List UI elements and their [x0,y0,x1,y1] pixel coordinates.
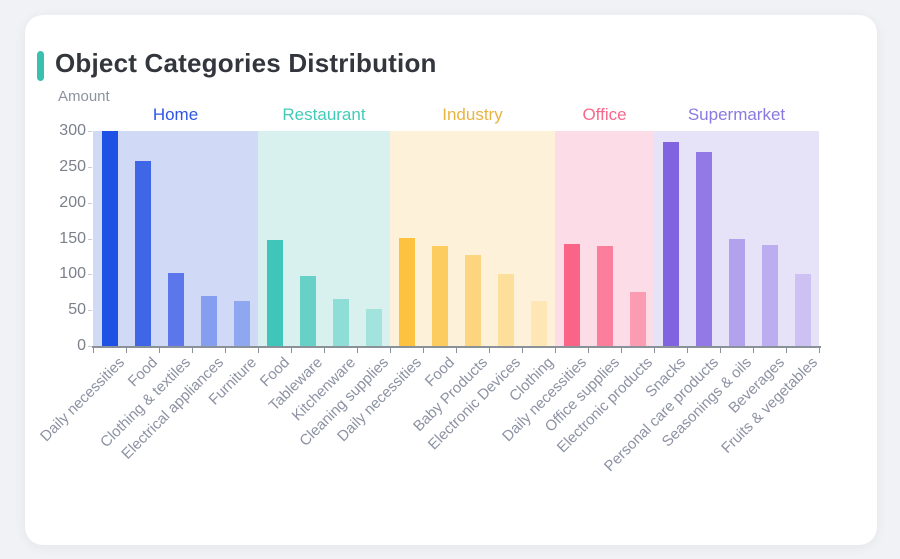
bar-home-food[interactable] [135,161,151,346]
bar-restaurant-tableware[interactable] [300,276,316,346]
x-axis-tick [654,348,655,353]
x-axis-tick [357,348,358,353]
y-tick-label-0: 0 [77,337,86,354]
x-axis-tick [588,348,589,353]
group-label-restaurant: Restaurant [282,105,366,124]
y-axis-title: Amount [58,88,110,105]
x-axis-tick [786,348,787,353]
x-axis-line [92,346,821,348]
y-axis-tick [88,203,92,204]
x-axis-tick [390,348,391,353]
y-tick-label-200: 200 [59,194,86,211]
title-accent-bar [37,51,44,81]
x-axis-tick [522,348,523,353]
y-axis-tick [88,346,92,347]
bar-supermarket-personal-care-products[interactable] [696,152,712,346]
x-axis-tick [819,348,820,353]
group-label-industry: Industry [442,105,503,124]
page-title: Object Categories Distribution [55,48,437,78]
bar-home-daily-necessities[interactable] [102,131,118,346]
x-axis-tick [489,348,490,353]
x-axis-tick [423,348,424,353]
x-axis-tick [291,348,292,353]
x-axis-tick [753,348,754,353]
bar-home-clothing-textiles[interactable] [168,273,184,346]
bar-office-daily-necessities[interactable] [564,244,580,346]
bar-industry-daily-necessities[interactable] [399,238,415,346]
y-axis-tick [88,239,92,240]
bar-supermarket-beverages[interactable] [762,245,778,346]
bar-industry-clothing[interactable] [531,301,547,346]
bar-industry-food[interactable] [432,246,448,346]
bar-office-office-supplies[interactable] [597,246,613,346]
bar-supermarket-seasonings-oils[interactable] [729,239,745,346]
x-axis-tick [126,348,127,353]
y-tick-label-250: 250 [59,158,86,175]
bar-industry-baby-products[interactable] [465,255,481,346]
x-axis-tick [720,348,721,353]
x-axis-tick [192,348,193,353]
bar-home-electrical-appliances[interactable] [201,296,217,346]
bar-restaurant-food[interactable] [267,240,283,346]
x-axis-tick [456,348,457,353]
bar-industry-electronic-devices[interactable] [498,274,514,346]
y-axis-tick [88,167,92,168]
x-axis-tick [324,348,325,353]
y-axis-tick [88,274,92,275]
x-axis-tick [258,348,259,353]
bar-restaurant-cleaning-supplies[interactable] [366,309,382,346]
y-axis-tick [88,310,92,311]
x-axis-tick [93,348,94,353]
y-tick-label-150: 150 [59,230,86,247]
y-axis-tick [88,131,92,132]
bar-supermarket-fruits-vegetables[interactable] [795,274,811,346]
bar-office-electronic-products[interactable] [630,292,646,346]
group-label-office: Office [582,105,627,124]
bar-home-furniture[interactable] [234,301,250,346]
x-axis-tick [159,348,160,353]
bar-restaurant-kitchenware[interactable] [333,299,349,346]
group-label-home: Home [152,105,199,124]
group-label-supermarket: Supermarket [687,105,786,124]
y-tick-label-100: 100 [59,265,86,282]
y-tick-label-300: 300 [59,122,86,139]
x-axis-tick [555,348,556,353]
x-axis-tick [687,348,688,353]
y-tick-label-50: 50 [68,301,86,318]
bar-supermarket-snacks[interactable] [663,142,679,346]
x-axis-tick [621,348,622,353]
x-axis-tick [225,348,226,353]
